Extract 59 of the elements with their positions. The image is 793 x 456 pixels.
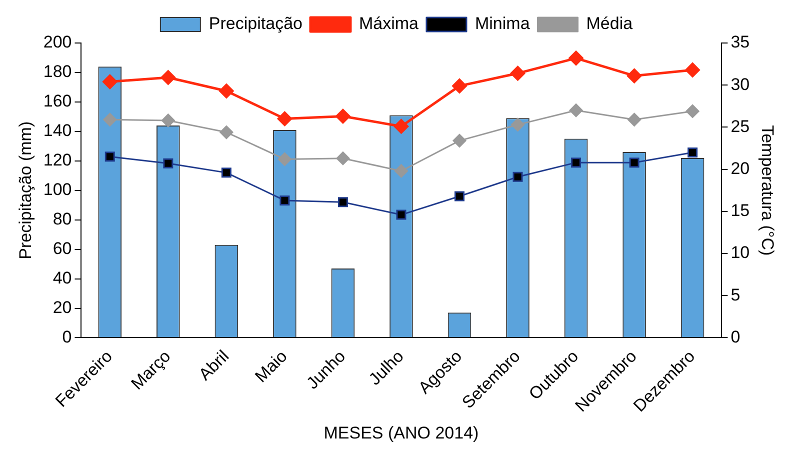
y2-tick-label: 20	[730, 159, 750, 178]
point	[336, 152, 350, 166]
point	[160, 70, 176, 85]
point	[568, 50, 584, 66]
y2-tick-label: 5	[730, 285, 740, 304]
y-tick-label: 100	[43, 180, 72, 200]
y-tick-label: 200	[43, 32, 72, 52]
point	[280, 195, 290, 206]
point	[454, 191, 464, 202]
y2-tick-label: 35	[730, 32, 750, 52]
y-tick-label: 120	[43, 150, 72, 170]
point	[452, 134, 466, 148]
y-tick-label: 180	[43, 62, 72, 82]
y2-axis-title: Temperatura (°C)	[758, 125, 778, 256]
point	[571, 158, 582, 168]
point	[221, 168, 232, 178]
legend-label: Média	[586, 14, 634, 34]
point	[394, 119, 408, 134]
point	[569, 104, 583, 118]
point	[220, 126, 234, 140]
point	[394, 164, 408, 178]
y-tick-label: 160	[43, 92, 72, 111]
point	[396, 210, 406, 220]
legend-label: Máxima	[358, 14, 420, 34]
point	[510, 66, 526, 81]
y-tick-label: 20	[52, 298, 72, 317]
y-tick-label: 60	[52, 238, 72, 258]
point	[161, 114, 175, 128]
point	[104, 152, 115, 162]
point	[688, 147, 698, 158]
legend-label: Precipitação	[208, 14, 302, 34]
point	[628, 112, 642, 126]
point	[336, 109, 350, 124]
point	[686, 104, 700, 118]
y2-tick-label: 30	[730, 74, 750, 94]
y-tick-label: 0	[62, 327, 72, 346]
y-tick-label: 140	[43, 121, 72, 140]
point	[452, 78, 467, 94]
y2-tick-label: 0	[730, 327, 740, 346]
point	[163, 158, 174, 168]
point	[512, 172, 523, 182]
point	[102, 74, 118, 89]
y2-tick-label: 15	[730, 201, 750, 220]
y-tick-label: 80	[52, 210, 72, 229]
point	[278, 152, 292, 166]
point	[338, 197, 348, 208]
point	[685, 62, 700, 78]
point	[103, 112, 117, 126]
y2-tick-label: 10	[730, 243, 750, 262]
point	[627, 68, 642, 84]
y-tick-label: 40	[52, 268, 72, 288]
point	[277, 112, 292, 126]
legend-label: Minima	[474, 14, 530, 34]
point	[629, 158, 640, 168]
x-axis-title: MESES (ANO 2014)	[324, 423, 479, 442]
point	[511, 118, 525, 132]
y2-tick-label: 25	[730, 116, 750, 136]
y-axis-title: Precipitação (mm)	[16, 121, 35, 260]
point	[219, 84, 234, 98]
